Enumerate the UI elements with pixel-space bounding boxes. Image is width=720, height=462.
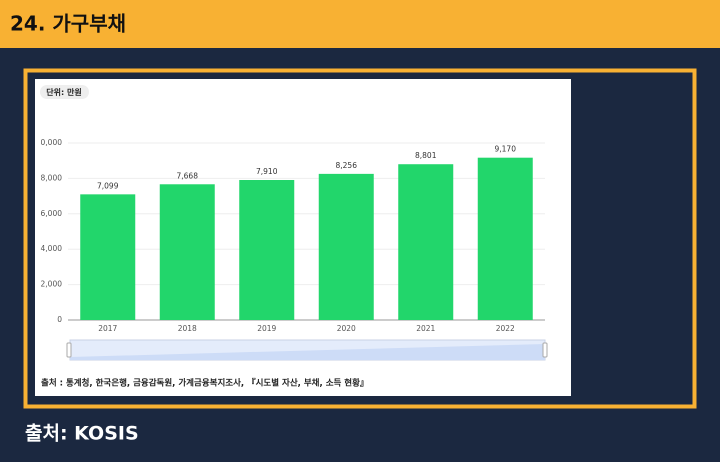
bar: [239, 179, 295, 320]
value-label: 7,668: [177, 171, 199, 180]
bar: [80, 194, 136, 320]
x-tick-label: 2018: [178, 324, 197, 333]
bar: [477, 157, 533, 320]
bar: [318, 173, 374, 320]
y-tick-label: 0,000: [41, 138, 63, 147]
y-tick-label: 4,000: [41, 244, 63, 253]
value-label: 8,256: [336, 161, 358, 170]
bar: [159, 184, 215, 320]
slider-preview: [70, 344, 545, 360]
y-tick-label: 8,000: [41, 173, 63, 182]
x-tick-label: 2021: [416, 324, 435, 333]
value-label: 7,099: [97, 181, 119, 190]
x-tick-label: 2020: [337, 324, 356, 333]
y-tick-label: 0: [57, 315, 62, 324]
y-tick-label: 6,000: [41, 209, 63, 218]
header-bar: [0, 0, 720, 48]
header-title: 24. 가구부채: [10, 12, 126, 36]
x-tick-label: 2019: [257, 324, 276, 333]
unit-badge: [40, 85, 89, 99]
slider-handle[interactable]: [542, 342, 548, 358]
x-tick-label: 2017: [98, 324, 117, 333]
value-label: 7,910: [256, 167, 278, 176]
frame: [23, 68, 697, 409]
bar: [398, 164, 454, 320]
x-tick-label: 2022: [496, 324, 515, 333]
value-label: 9,170: [495, 145, 517, 154]
footer-source: 출처: KOSIS: [25, 423, 139, 445]
chart-source: 출처 : 통계청, 한국은행, 금융감독원, 가계금융복지조사, 『시도별 자산…: [41, 378, 368, 389]
unit-label: 단위: 만원: [46, 87, 81, 97]
slider-handle[interactable]: [66, 342, 72, 358]
y-tick-label: 2,000: [41, 280, 63, 289]
value-label: 8,801: [415, 151, 437, 160]
